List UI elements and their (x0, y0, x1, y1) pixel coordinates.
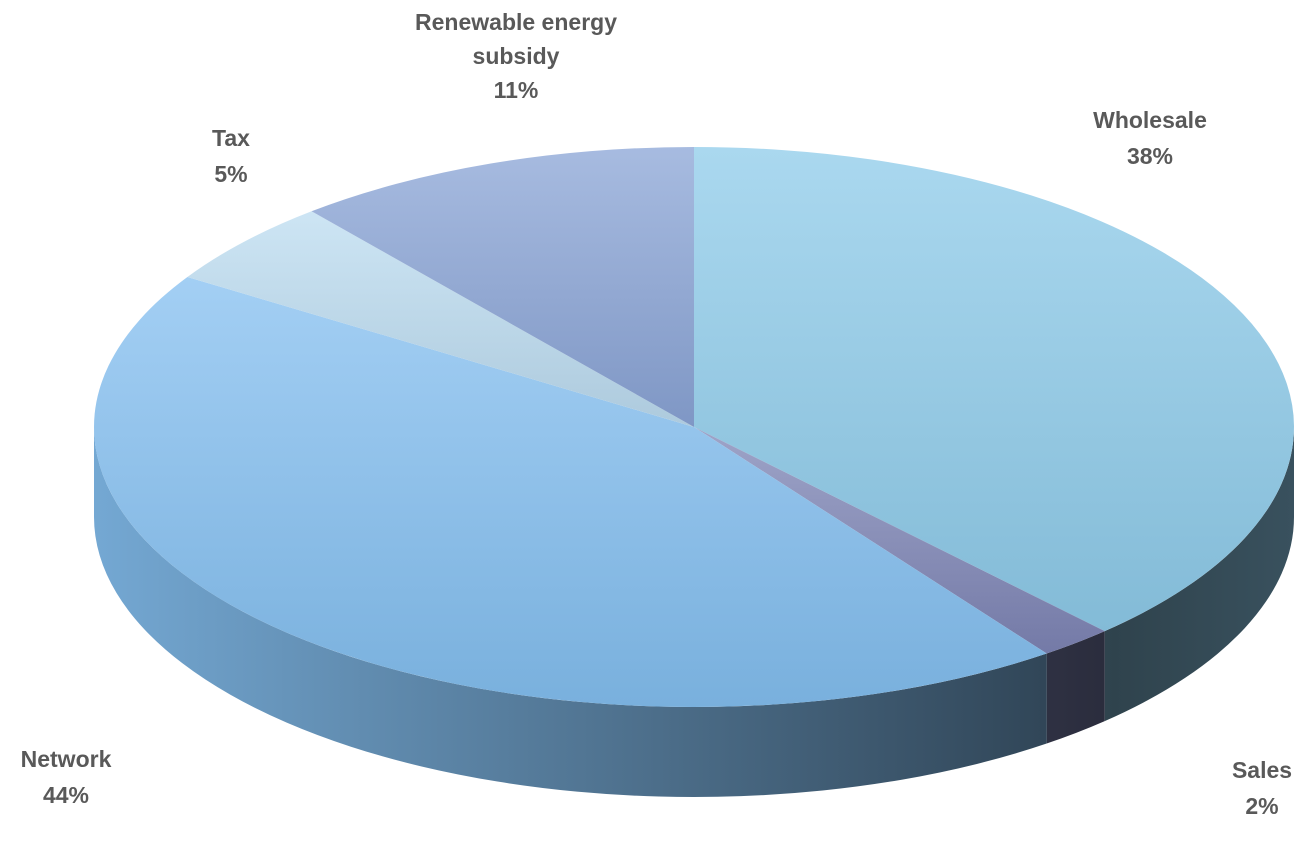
data-label-value: 5% (214, 161, 247, 187)
data-label-category: subsidy (473, 43, 560, 69)
data-label-sales: Sales 2% (1232, 757, 1292, 819)
data-label-value: 2% (1245, 793, 1278, 819)
pie-tops (93, 147, 1295, 708)
pie-side-wholesale (1104, 427, 1294, 722)
pie-sides (94, 427, 1294, 797)
pie-slice-renewable-energy-subsidy (311, 147, 694, 427)
pie-side-sales (1046, 631, 1105, 744)
pie-slice-tax (187, 211, 694, 427)
data-label-value: 11% (494, 77, 539, 103)
pie-slice-network (93, 276, 1047, 708)
pie-slice-wholesale (694, 147, 1295, 632)
data-label-network: Network 44% (21, 746, 112, 808)
pie-slice-sales (694, 427, 1105, 654)
data-label-value: 44% (43, 782, 89, 808)
data-label-category: Tax (212, 125, 250, 151)
data-label-category: Wholesale (1093, 107, 1207, 133)
pie-side-network (94, 427, 1047, 797)
data-label-category: Network (21, 746, 112, 772)
data-label-renewable-energy-subsidy: Renewable energy subsidy 11% (415, 9, 617, 103)
data-label-wholesale: Wholesale 38% (1093, 107, 1207, 169)
data-label-category: Sales (1232, 757, 1292, 783)
pie-labels: Wholesale 38% Sales 2% Network 44% Tax 5% Renewa… (21, 9, 1292, 819)
data-label-value: 38% (1127, 143, 1173, 169)
data-label-tax: Tax 5% (212, 125, 250, 187)
data-label-category: Renewable energy (415, 9, 617, 35)
